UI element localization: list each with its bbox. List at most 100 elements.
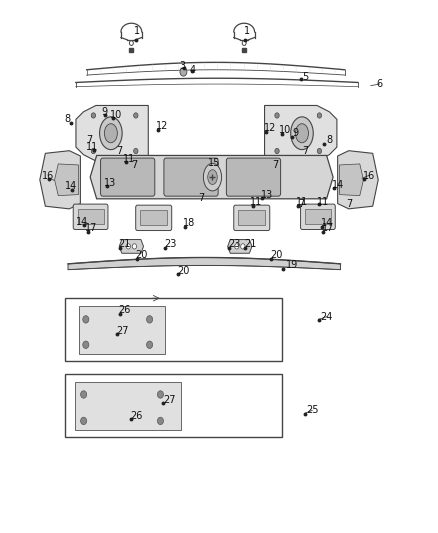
Text: 17: 17 [322, 223, 335, 233]
Text: 14: 14 [64, 181, 77, 191]
Text: 11: 11 [250, 197, 262, 207]
Polygon shape [119, 239, 144, 253]
Circle shape [81, 417, 87, 425]
FancyBboxPatch shape [234, 205, 270, 231]
Text: 12: 12 [264, 123, 276, 133]
Text: 10: 10 [279, 125, 291, 135]
Bar [79, 305, 165, 354]
Text: 3: 3 [179, 61, 185, 70]
Text: 8: 8 [327, 134, 333, 144]
Text: 20: 20 [177, 266, 190, 276]
Text: 26: 26 [131, 410, 143, 421]
Text: 23: 23 [228, 239, 240, 249]
Circle shape [81, 391, 87, 398]
Text: 11: 11 [296, 197, 308, 207]
Text: 14: 14 [332, 180, 344, 190]
Polygon shape [90, 156, 333, 199]
Text: 1: 1 [244, 26, 250, 36]
Text: 6: 6 [376, 79, 382, 89]
Text: 7: 7 [198, 193, 205, 203]
Ellipse shape [203, 164, 222, 191]
Text: 21: 21 [244, 239, 256, 249]
Polygon shape [338, 151, 378, 209]
Ellipse shape [296, 124, 308, 143]
Ellipse shape [99, 117, 122, 150]
Circle shape [134, 148, 138, 154]
FancyBboxPatch shape [226, 158, 281, 196]
Circle shape [132, 244, 137, 249]
Text: 18: 18 [184, 218, 196, 228]
Text: 26: 26 [118, 305, 131, 315]
Text: 7: 7 [303, 146, 309, 156]
Text: 13: 13 [261, 190, 273, 199]
Ellipse shape [291, 117, 313, 150]
Text: 16: 16 [42, 171, 54, 181]
FancyBboxPatch shape [300, 204, 335, 230]
Circle shape [317, 113, 321, 118]
Circle shape [180, 68, 187, 76]
Bar [140, 211, 167, 225]
Text: 13: 13 [103, 178, 116, 188]
Text: 9: 9 [101, 107, 107, 117]
Text: 14: 14 [321, 218, 333, 228]
Text: 7: 7 [86, 134, 92, 144]
Bar [305, 209, 331, 224]
Text: 5: 5 [303, 72, 309, 82]
FancyBboxPatch shape [101, 158, 155, 196]
Circle shape [83, 341, 89, 349]
Text: 16: 16 [363, 171, 375, 181]
FancyBboxPatch shape [136, 205, 172, 231]
Circle shape [147, 316, 152, 323]
Text: 9: 9 [292, 128, 298, 138]
Circle shape [134, 113, 138, 118]
Polygon shape [228, 239, 252, 253]
Circle shape [235, 244, 239, 249]
Text: 20: 20 [270, 250, 283, 260]
Text: 12: 12 [155, 122, 168, 131]
Ellipse shape [104, 124, 117, 143]
Circle shape [242, 41, 246, 45]
Text: 17: 17 [85, 223, 97, 233]
Text: 23: 23 [164, 239, 177, 249]
Circle shape [147, 341, 152, 349]
Polygon shape [76, 106, 148, 161]
Text: 7: 7 [298, 199, 304, 209]
Circle shape [275, 113, 279, 118]
Circle shape [126, 244, 131, 249]
Text: 11: 11 [123, 154, 135, 164]
Text: 24: 24 [321, 312, 333, 322]
Bar [78, 209, 104, 224]
Bar [65, 374, 282, 437]
Circle shape [83, 316, 89, 323]
FancyBboxPatch shape [164, 158, 218, 196]
Polygon shape [339, 164, 364, 196]
Polygon shape [40, 151, 81, 209]
Bar [75, 382, 181, 431]
Text: 7: 7 [272, 160, 279, 170]
Bar [238, 211, 265, 225]
Text: 25: 25 [306, 405, 318, 415]
Text: 7: 7 [131, 160, 138, 170]
Text: 11: 11 [86, 142, 99, 152]
Circle shape [91, 148, 95, 154]
FancyBboxPatch shape [73, 204, 108, 230]
Circle shape [91, 113, 95, 118]
Circle shape [317, 148, 321, 154]
Text: 19: 19 [286, 261, 298, 270]
Text: 14: 14 [76, 216, 88, 227]
Text: 15: 15 [208, 158, 220, 168]
Circle shape [157, 417, 163, 425]
Text: 8: 8 [64, 115, 70, 125]
Text: 7: 7 [116, 146, 122, 156]
Polygon shape [68, 257, 340, 270]
Circle shape [157, 391, 163, 398]
Polygon shape [265, 106, 337, 161]
Text: 10: 10 [110, 110, 122, 120]
Text: 20: 20 [136, 250, 148, 260]
Text: 7: 7 [346, 199, 352, 209]
Bar [65, 298, 282, 361]
Polygon shape [55, 164, 78, 196]
Text: 27: 27 [117, 326, 129, 336]
Circle shape [275, 148, 279, 154]
Circle shape [241, 244, 245, 249]
